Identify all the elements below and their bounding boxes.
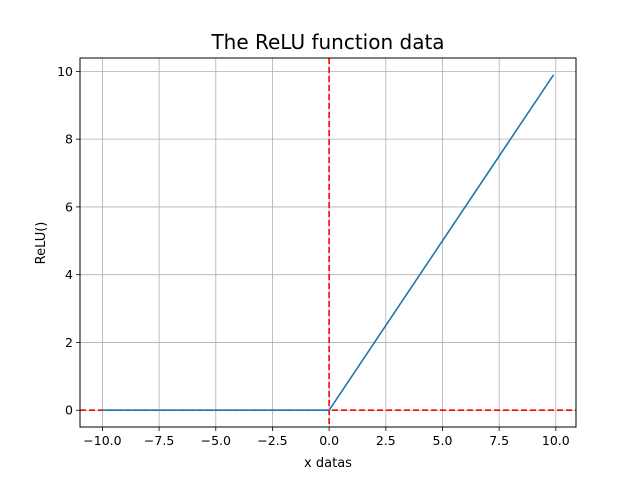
x-tick-label: −5.0: [201, 433, 231, 448]
x-tick-label: −7.5: [144, 433, 174, 448]
chart-title: The ReLU function data: [210, 30, 444, 54]
x-tick-label: −2.5: [257, 433, 287, 448]
y-tick-label: 10: [57, 64, 73, 79]
x-tick-label: −10.0: [83, 433, 121, 448]
series-line-relu: [102, 74, 555, 412]
x-tick-label: 10.0: [542, 433, 570, 448]
series-layer: [102, 74, 555, 412]
y-tick-label: 2: [65, 335, 73, 350]
tick-layer: −10.0 −7.5 −5.0 −2.5 0.0 2.5 5.0 7.5 10.0 0 2 4 6 8 10: [57, 64, 570, 448]
plot-frame: [79, 57, 577, 428]
y-tick-label: 6: [65, 199, 73, 214]
y-axis-label: ReLU(): [34, 222, 49, 265]
y-tick-label: 4: [65, 267, 73, 282]
grid-layer: [80, 58, 576, 427]
x-tick-label: 0.0: [319, 433, 339, 448]
x-tick-label: 7.5: [489, 433, 509, 448]
y-tick-label: 0: [65, 403, 73, 418]
x-tick-label: 5.0: [433, 433, 453, 448]
x-axis-label: x datas: [304, 456, 352, 471]
y-tick-label: 8: [65, 132, 73, 147]
x-tick-label: 2.5: [376, 433, 396, 448]
reference-lines: [80, 58, 576, 427]
